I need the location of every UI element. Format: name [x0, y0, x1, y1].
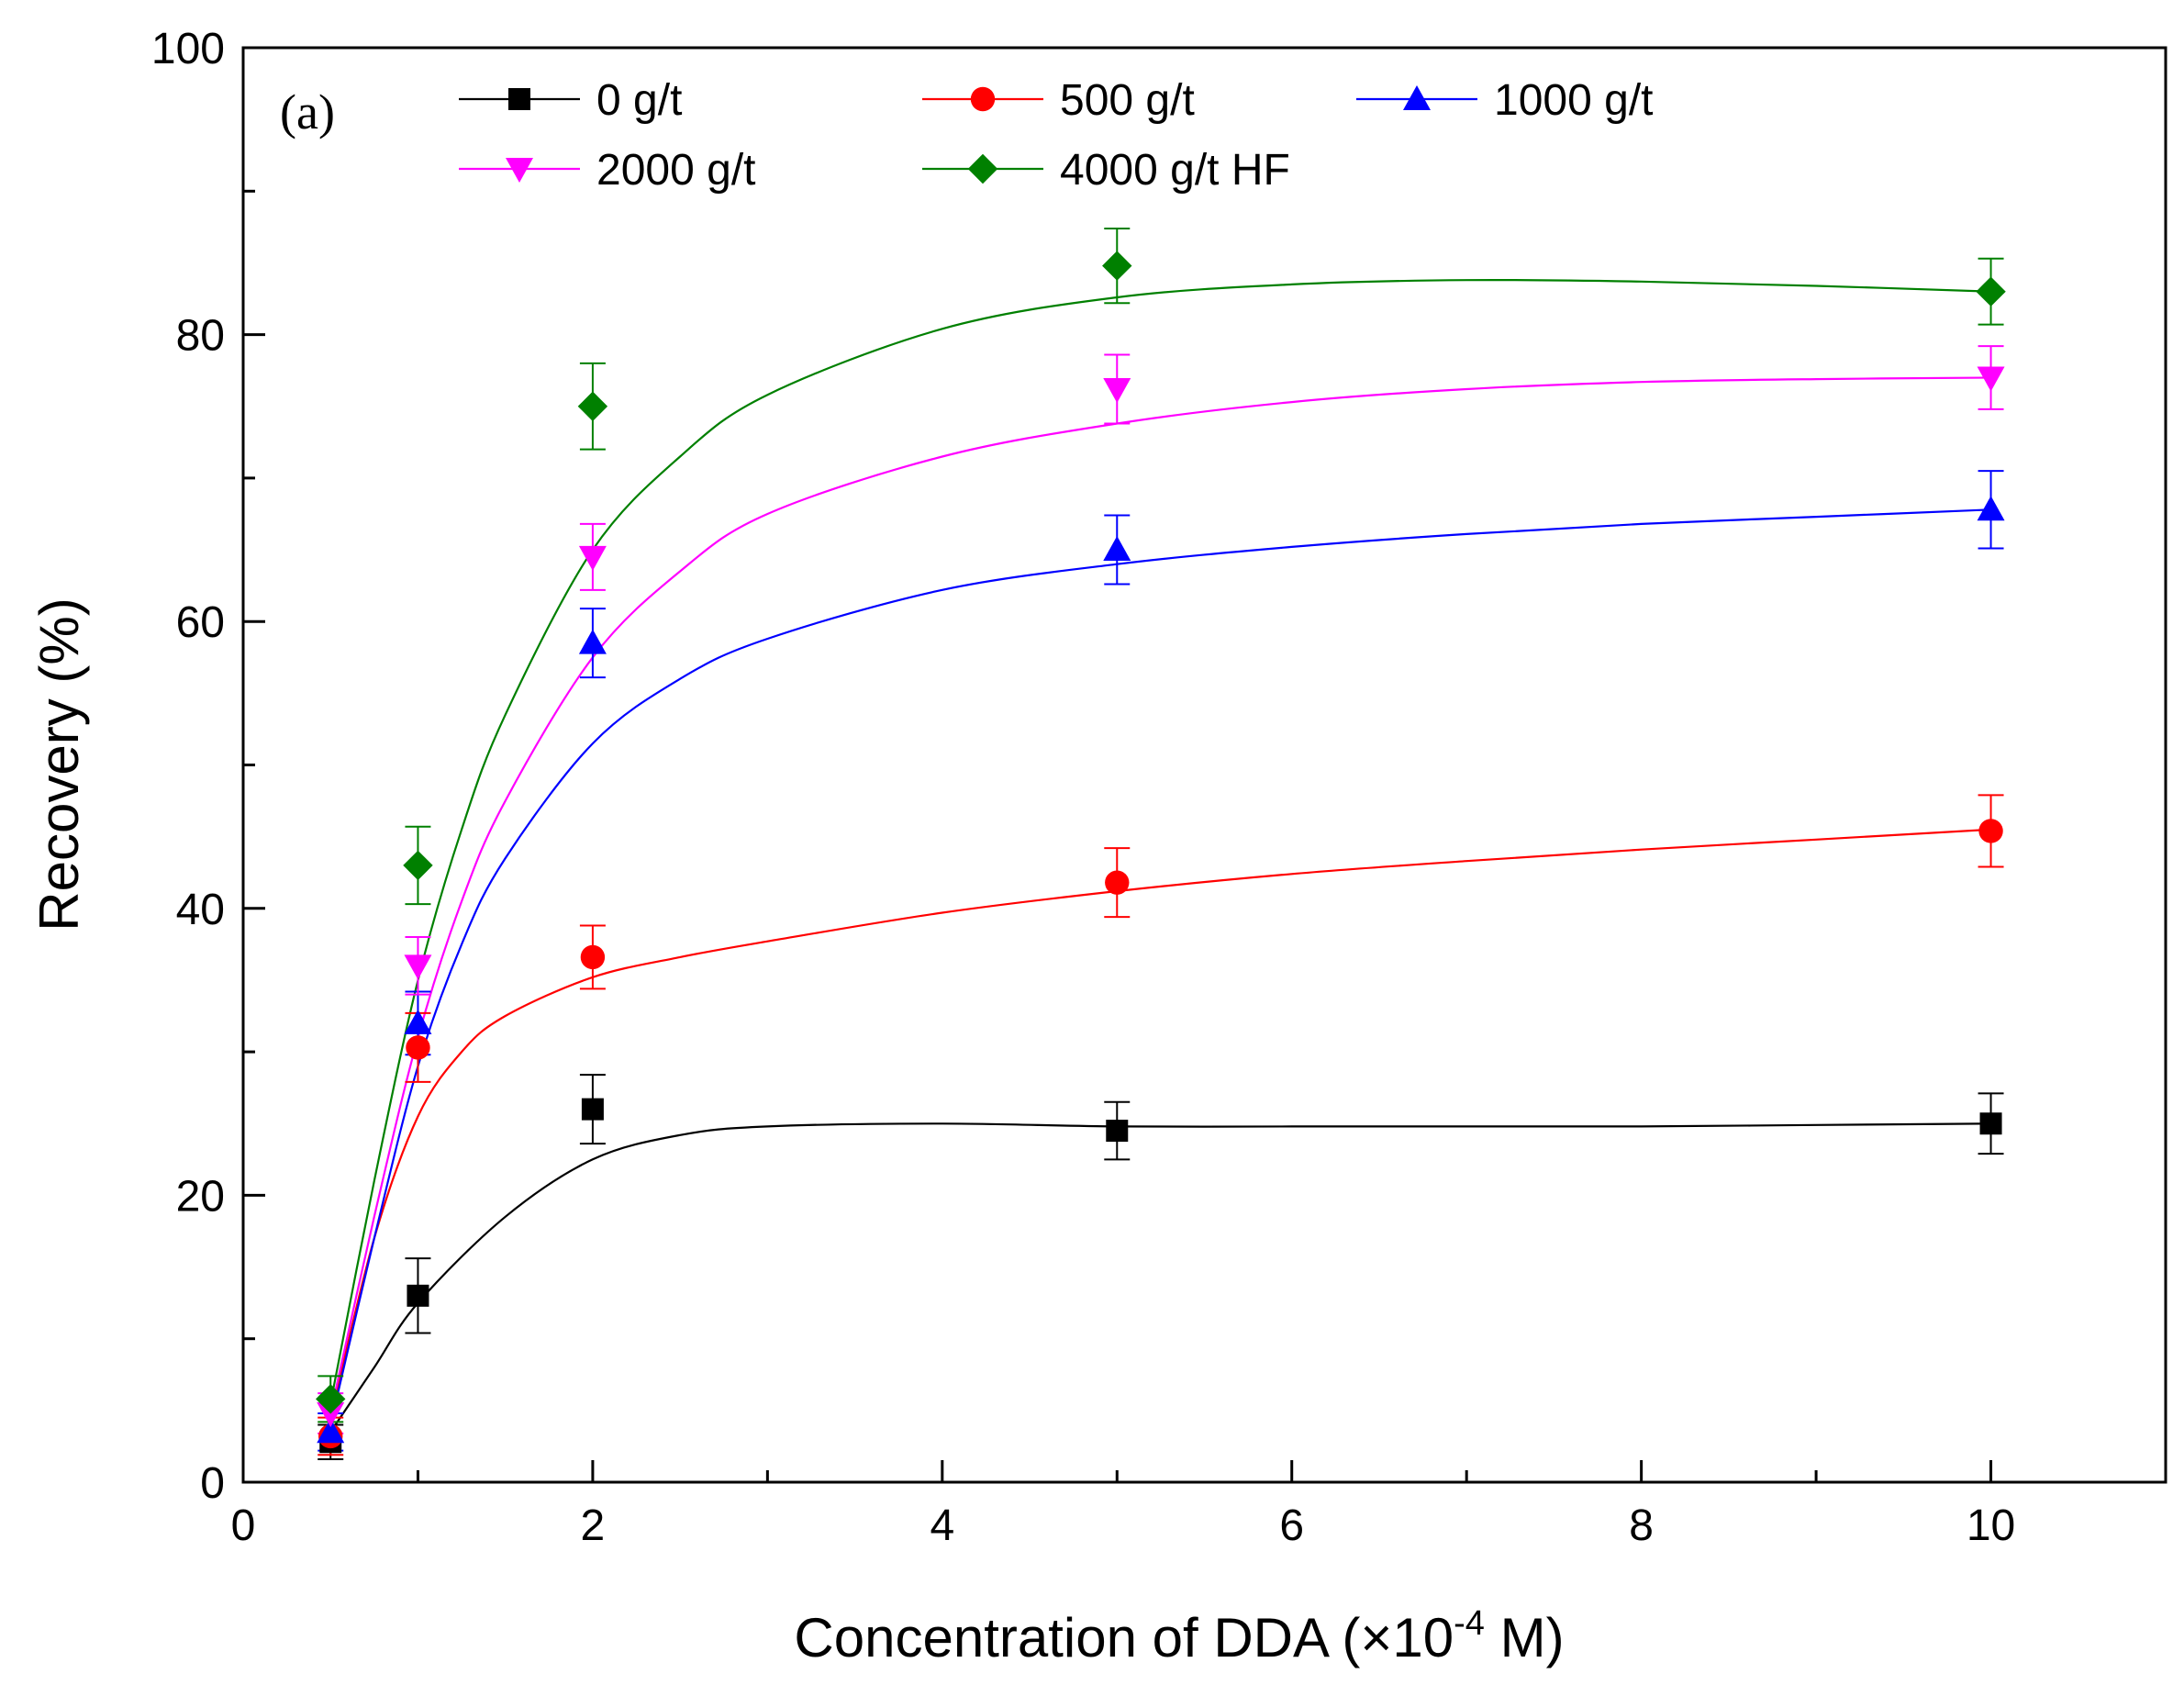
x-tick-label: 8 [1629, 1501, 1654, 1550]
data-point-3 [317, 1418, 345, 1444]
data-point-5 [577, 391, 608, 421]
data-markers [316, 251, 2006, 1454]
x-tick-label: 10 [1967, 1501, 2015, 1550]
data-point-5 [1102, 251, 1132, 281]
data-point-4 [404, 954, 432, 980]
y-tick-label: 0 [200, 1459, 225, 1508]
legend-item: 500 g/t [922, 76, 1195, 125]
legend: 0 g/t 500 g/t 1000 g/t 2000 g/t 4000 g/t HF [459, 76, 1653, 195]
legend-label: 500 g/t [1060, 76, 1195, 125]
panel-label: (a) [280, 84, 335, 139]
data-point-1 [407, 1284, 429, 1307]
data-point-1 [581, 1098, 604, 1121]
x-tick-label: 2 [581, 1501, 606, 1550]
data-point-3 [404, 1009, 432, 1034]
legend-item: 1000 g/t [1356, 76, 1653, 125]
data-point-5 [403, 850, 433, 881]
data-point-4 [1977, 366, 2005, 392]
data-point-5 [1976, 276, 2006, 307]
data-point-2 [580, 944, 606, 970]
legend-marker [506, 158, 533, 183]
legend-label: 0 g/t [596, 76, 682, 125]
legend-marker [1403, 85, 1431, 110]
data-point-2 [1978, 819, 2003, 843]
x-axis-title-times: ×10 [1360, 1607, 1454, 1668]
data-point-4 [317, 1401, 345, 1427]
data-point-3 [578, 629, 607, 654]
legend-label: 1000 g/t [1494, 76, 1653, 125]
axis-ticks [241, 46, 2167, 1484]
x-axis-title-unit: M) [1485, 1607, 1565, 1668]
data-point-1 [1979, 1112, 2002, 1135]
x-tick-label: 4 [930, 1501, 954, 1550]
y-tick-label: 80 [176, 312, 225, 361]
data-point-4 [1103, 377, 1131, 403]
legend-label: 2000 g/t [596, 146, 755, 195]
y-tick-label: 100 [151, 25, 225, 73]
x-axis-title-exponent: -4 [1454, 1604, 1485, 1643]
fit-curve-1 [329, 1122, 1991, 1433]
x-tick-label: 6 [1279, 1501, 1304, 1550]
data-point-2 [406, 1035, 430, 1060]
legend-label: 4000 g/t HF [1060, 146, 1290, 195]
legend-marker [967, 153, 998, 184]
legend-item: 0 g/t [459, 76, 682, 125]
y-tick-label: 60 [176, 598, 225, 647]
legend-item: 2000 g/t [459, 146, 755, 195]
x-tick-label: 0 [231, 1501, 256, 1550]
legend-marker [970, 86, 996, 112]
legend-item: 4000 g/t HF [922, 146, 1290, 195]
y-tick-label: 40 [176, 886, 225, 934]
data-point-5 [316, 1384, 346, 1414]
legend-marker [508, 88, 530, 110]
data-point-4 [578, 545, 607, 571]
fit-curve-2 [329, 828, 1991, 1418]
x-axis-title-main: Concentration of DDA ( [794, 1607, 1360, 1668]
data-point-2 [1105, 870, 1130, 895]
data-point-3 [1103, 536, 1131, 562]
data-point-3 [1977, 496, 2005, 521]
y-tick-label: 20 [176, 1172, 225, 1221]
x-axis-title: Concentration of DDA (×10-4 M) [794, 1604, 1564, 1668]
data-point-1 [1106, 1120, 1129, 1143]
y-axis-title: Recovery (%) [28, 597, 90, 931]
